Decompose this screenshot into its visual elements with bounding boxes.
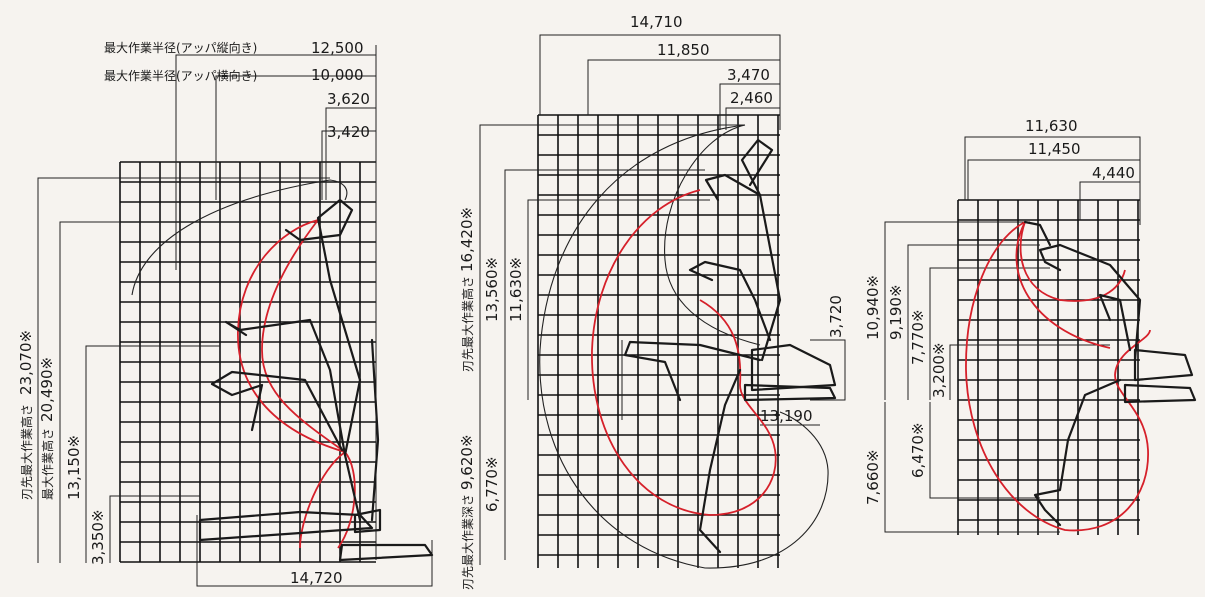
left-dimension-texts: 最大作業半径(アッパ縦向き) 12,500 最大作業半径(アッパ横向き) 10,… [17, 39, 370, 587]
left-side-dim-1: 23,070※ [17, 330, 35, 395]
right-grid [957, 199, 1140, 535]
left-reach-curve [237, 219, 348, 549]
left-outer-envelope [131, 179, 348, 296]
right-side-dim-2: 9,190※ [887, 284, 905, 340]
middle-side-dim-2: 13,560※ [483, 257, 501, 322]
right-top-dim-1: 11,630 [1025, 117, 1078, 135]
middle-top-dim-2: 11,850 [657, 41, 710, 59]
left-side-dim-2: 20,490※ [38, 357, 56, 422]
right-machine-drawings [1023, 220, 1197, 527]
middle-dimension-texts: 14,710 11,850 3,470 2,460 刃先最大作業高さ 16,42… [458, 13, 845, 590]
left-top-dim-2: 10,000 [311, 66, 364, 84]
right-top-dim-2: 11,450 [1028, 140, 1081, 158]
right-top-dim-3: 4,440 [1092, 164, 1135, 182]
middle-side-dim-1: 16,420※ [458, 207, 476, 272]
right-reach-curve [965, 221, 1151, 532]
middle-top-dim-1: 14,710 [630, 13, 683, 31]
left-reach-curve-2 [261, 219, 356, 549]
left-top-dim-1: 12,500 [311, 39, 364, 57]
middle-inner-envelope [664, 124, 761, 346]
middle-right-dim: 3,720 [827, 295, 845, 338]
middle-side-label-2: 刃先最大作業深さ [461, 494, 475, 590]
right-dimension-lines [884, 136, 1141, 533]
right-side-dim-6: 6,470※ [909, 422, 927, 478]
left-side-dim-3: 13,150※ [65, 435, 83, 500]
middle-outer-envelope [539, 124, 829, 569]
left-machine-drawings [198, 198, 434, 562]
left-side-label-2: 最大作業高さ [40, 428, 55, 500]
middle-diagram: 14,710 11,850 3,470 2,460 刃先最大作業高さ 16,42… [458, 13, 846, 590]
middle-side-dim-3: 11,630※ [507, 257, 525, 322]
middle-dimension-lines [479, 34, 846, 565]
right-side-dim-1: 10,940※ [864, 275, 882, 340]
middle-grid [537, 114, 780, 568]
right-side-dim-3: 7,770※ [909, 309, 927, 365]
right-side-dim-5: 7,660※ [864, 449, 882, 505]
right-diagram: 11,630 11,450 4,440 10,940※ 9,190※ 7,770… [864, 117, 1197, 535]
left-side-dim-4: 3,350※ [89, 509, 107, 565]
left-top-label-2: 最大作業半径(アッパ横向き) [104, 68, 257, 83]
middle-side-dim-4: 9,620※ [458, 434, 476, 490]
left-top-dim-4: 3,420 [327, 123, 370, 141]
right-inner-curve [1019, 221, 1126, 302]
left-bottom-dim: 14,720 [290, 569, 343, 587]
middle-top-dim-3: 3,470 [727, 66, 770, 84]
left-top-dim-3: 3,620 [327, 90, 370, 108]
middle-side-label-1: 刃先最大作業高さ [460, 276, 475, 372]
middle-machine-drawings [623, 138, 837, 554]
left-top-label-1: 最大作業半径(アッパ縦向き) [104, 40, 257, 55]
right-inner-curve-2 [1015, 221, 1111, 349]
middle-top-dim-4: 2,460 [730, 89, 773, 107]
right-dimension-texts: 11,630 11,450 4,440 10,940※ 9,190※ 7,770… [864, 117, 1135, 505]
right-side-dim-4: 3,200※ [930, 342, 948, 398]
middle-reach-curve [591, 189, 777, 516]
left-side-label-1: 刃先最大作業高さ [19, 404, 34, 500]
middle-side-dim-5: 6,770※ [483, 456, 501, 512]
middle-inner-dim: 13,190 [760, 407, 813, 425]
left-diagram: 最大作業半径(アッパ縦向き) 12,500 最大作業半径(アッパ横向き) 10,… [17, 39, 434, 587]
